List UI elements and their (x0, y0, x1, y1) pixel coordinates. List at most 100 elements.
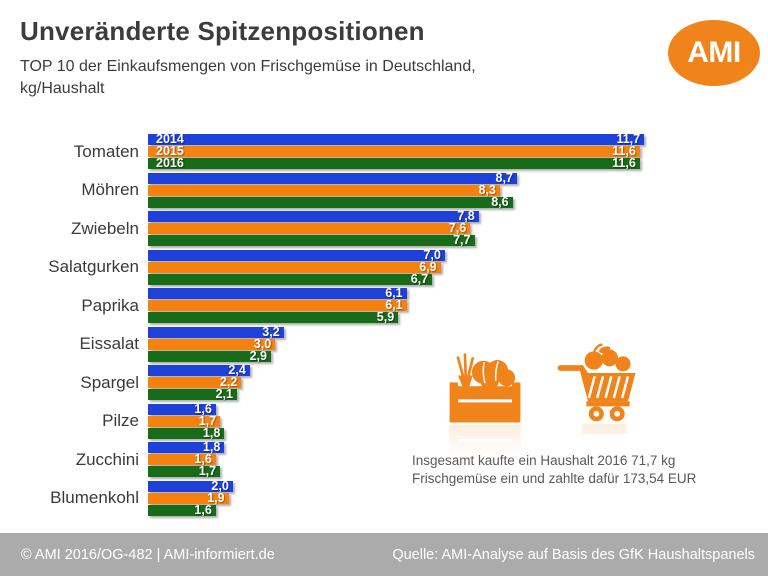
legend-year-label: 2015 (156, 144, 184, 158)
bar-value-label: 2,4 (228, 363, 246, 377)
bar-value-label: 2,0 (211, 478, 229, 493)
bar-value-label: 1,8 (202, 425, 221, 440)
bar-chart: Tomaten 2014 11,7 2015 11,6 2016 11,6 Möhren 8,7… (0, 132, 768, 519)
category-label: Tomaten (73, 141, 139, 161)
legend-year-label: 2014 (156, 132, 184, 146)
bar-group: 3,2 3,0 2,9 (148, 324, 284, 363)
category-label: Möhren (81, 180, 139, 199)
bar-value-label: 6,1 (385, 298, 403, 312)
category-label: Spargel (80, 372, 139, 392)
bar-value-label: 2,1 (215, 387, 233, 401)
bar-2015: 6,9 (148, 260, 441, 273)
page-subtitle: TOP 10 der Einkaufsmengen von Frischgemü… (20, 56, 650, 99)
category-label: Zwiebeln (70, 218, 139, 238)
bar-value-label: 8,3 (478, 182, 496, 197)
annotation-line1: Insgesamt kaufte ein Haushalt 2016 71,7 … (412, 453, 676, 468)
ami-logo: AMI (668, 20, 760, 86)
bar-value-label: 11,6 (612, 156, 636, 170)
chart-row: Pilze 1,6 1,7 1,8 (0, 401, 768, 440)
bar-2016: 6,7 (148, 271, 433, 286)
footer-bar: © AMI 2016/OG-482 | AMI-informiert.de Qu… (0, 533, 768, 576)
bar-2015: 6,1 (148, 298, 407, 312)
footer-source: Quelle: AMI-Analyse auf Basis des GfK Ha… (392, 546, 755, 563)
bar-value-label: 6,7 (410, 271, 429, 286)
bar-group: 1,8 1,6 1,7 (148, 440, 225, 478)
bar-2014: 8,7 (148, 170, 517, 185)
bar-2016: 2,9 (148, 348, 271, 363)
header: Unveränderte Spitzenpositionen TOP 10 de… (20, 16, 650, 99)
bar-2015: 2015 11,6 (148, 144, 640, 158)
bar-2014: 2,4 (148, 363, 250, 377)
vegetable-crate-icon (446, 350, 524, 467)
bar-value-label: 2,9 (249, 348, 267, 363)
category-label: Blumenkohl (50, 488, 139, 507)
bar-2015: 2,2 (148, 375, 242, 389)
bar-value-label: 1,9 (207, 490, 225, 505)
chart-row: Paprika 6,1 6,1 5,9 (0, 286, 768, 323)
bar-value-label: 11,6 (612, 144, 636, 158)
subtitle-line2: kg/Haushalt (20, 79, 105, 97)
bar-value-label: 1,6 (194, 452, 212, 466)
bar-2014: 1,6 (148, 401, 216, 416)
chart-row: Zucchini 1,8 1,6 1,7 (0, 440, 768, 478)
category-label: Paprika (81, 295, 139, 315)
bar-value-label: 1,6 (194, 502, 212, 517)
bar-value-label: 3,0 (253, 336, 272, 351)
legend-year-label: 2016 (156, 156, 184, 170)
bar-value-label: 1,7 (198, 413, 217, 428)
annotation-line2: Frischgemüse ein und zahlte dafür 173,54… (412, 470, 697, 486)
bar-value-label: 3,2 (262, 324, 280, 339)
bar-2014: 7,8 (148, 210, 479, 222)
bar-2016: 1,8 (148, 425, 225, 440)
chart-row: Tomaten 2014 11,7 2015 11,6 2016 11,6 (0, 132, 768, 170)
vegetable-crate-reflection (449, 425, 521, 460)
chart-rows: Tomaten 2014 11,7 2015 11,6 2016 11,6 Möhren 8,7… (0, 132, 768, 517)
shopping-cart-reflection (580, 424, 628, 434)
bar-2016: 5,9 (148, 311, 399, 323)
bar-group: 1,6 1,7 1,8 (148, 401, 225, 440)
bar-value-label: 2,2 (219, 375, 238, 389)
bar-2014: 2,0 (148, 478, 233, 493)
category-label: Zucchini (75, 449, 139, 469)
bar-2014: 1,8 (148, 440, 225, 454)
chart-row: Eissalat 3,2 3,0 2,9 (0, 324, 768, 363)
bar-2016: 2,1 (148, 387, 237, 401)
subtitle-line1: TOP 10 der Einkaufsmengen von Frischgemü… (20, 58, 476, 75)
bar-2015: 3,0 (148, 336, 276, 351)
bar-group: 2014 11,7 2015 11,6 2016 11,6 (148, 132, 645, 170)
ami-logo-text: AMI (687, 36, 741, 69)
bar-group: 6,1 6,1 5,9 (148, 286, 407, 323)
bar-value-label: 1,7 (198, 464, 217, 478)
chart-row: Möhren 8,7 8,3 8,6 (0, 170, 768, 209)
bar-group: 7,0 6,9 6,7 (148, 247, 445, 286)
bar-value-label: 11,7 (616, 132, 641, 146)
bar-group: 2,0 1,9 1,6 (148, 478, 233, 517)
bar-value-label: 6,1 (385, 286, 403, 300)
chart-row: Salatgurken 7,0 6,9 6,7 (0, 247, 768, 286)
shopping-cart-glyph (557, 343, 636, 422)
bar-group: 7,8 7,6 7,7 (148, 210, 479, 247)
bar-2014: 6,1 (148, 286, 407, 300)
bar-2015: 1,7 (148, 413, 221, 428)
bar-value-label: 8,7 (495, 170, 513, 185)
bar-value-label: 7,0 (423, 247, 441, 262)
bar-2016: 7,7 (148, 233, 475, 247)
bar-2014: 2014 11,7 (148, 132, 645, 146)
bar-2014: 3,2 (148, 324, 284, 339)
bar-value-label: 1,8 (202, 440, 221, 454)
footer-copyright: © AMI 2016/OG-482 | AMI-informiert.de (21, 546, 275, 563)
bar-group: 2,4 2,2 2,1 (148, 363, 250, 401)
bar-value-label: 8,6 (491, 194, 509, 209)
bar-2015: 8,3 (148, 182, 500, 197)
bar-2016: 1,6 (148, 502, 216, 517)
bar-value-label: 7,7 (453, 233, 471, 247)
bar-value-label: 1,6 (194, 401, 212, 416)
bar-value-label: 7,6 (448, 221, 467, 235)
bar-2014: 7,0 (148, 247, 445, 262)
bar-2016: 1,7 (148, 464, 221, 478)
shopping-cart-icon (556, 343, 640, 464)
bar-2015: 1,6 (148, 452, 216, 466)
category-label: Eissalat (79, 334, 139, 353)
bar-2016: 8,6 (148, 194, 513, 209)
